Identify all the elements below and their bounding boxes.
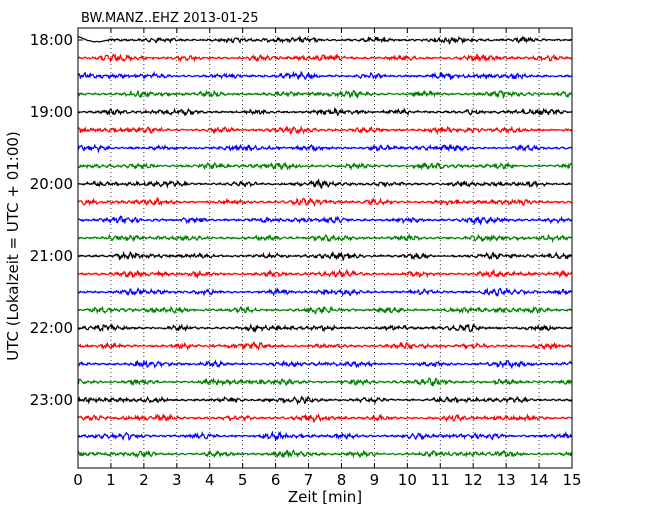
trace-row-15 bbox=[77, 305, 572, 316]
x-axis-label: Zeit [min] bbox=[287, 488, 363, 506]
trace-row-1 bbox=[77, 52, 573, 64]
x-tick-label-3: 3 bbox=[172, 471, 182, 489]
x-tick-label-14: 14 bbox=[530, 471, 549, 489]
trace-row-7 bbox=[77, 161, 573, 171]
trace-row-13 bbox=[77, 268, 572, 279]
trace-row-14 bbox=[77, 287, 573, 297]
y-tick-label-20:00: 20:00 bbox=[30, 175, 73, 193]
y-tick-label-21:00: 21:00 bbox=[30, 247, 73, 265]
trace-row-18 bbox=[77, 359, 573, 370]
x-tick-label-2: 2 bbox=[139, 471, 149, 489]
trace-row-12 bbox=[77, 250, 573, 262]
y-tick-label-23:00: 23:00 bbox=[30, 391, 73, 409]
chart-title: BW.MANZ..EHZ 2013-01-25 bbox=[81, 11, 259, 26]
trace-row-9 bbox=[77, 196, 572, 208]
x-tick-label-8: 8 bbox=[337, 471, 347, 489]
trace-row-17 bbox=[77, 340, 572, 351]
x-tick-label-6: 6 bbox=[271, 471, 281, 489]
trace-row-10 bbox=[77, 215, 573, 226]
trace-row-5 bbox=[77, 125, 573, 136]
trace-row-11 bbox=[77, 232, 572, 244]
trace-row-8 bbox=[77, 178, 572, 190]
trace-row-23 bbox=[77, 449, 573, 459]
x-tick-label-5: 5 bbox=[238, 471, 248, 489]
x-tick-label-13: 13 bbox=[497, 471, 516, 489]
x-tick-label-0: 0 bbox=[73, 471, 83, 489]
trace-row-22 bbox=[77, 430, 573, 442]
trace-row-20 bbox=[77, 395, 573, 406]
x-tick-label-7: 7 bbox=[304, 471, 314, 489]
trace-row-0 bbox=[77, 35, 573, 45]
y-tick-label-19:00: 19:00 bbox=[30, 103, 73, 121]
x-tick-label-9: 9 bbox=[370, 471, 380, 489]
trace-row-3 bbox=[77, 89, 572, 100]
y-tick-label-18:00: 18:00 bbox=[30, 31, 73, 49]
x-tick-label-4: 4 bbox=[205, 471, 215, 489]
x-tick-label-11: 11 bbox=[431, 471, 450, 489]
x-tick-label-12: 12 bbox=[464, 471, 483, 489]
trace-row-6 bbox=[77, 143, 573, 154]
y-tick-label-22:00: 22:00 bbox=[30, 319, 73, 337]
trace-row-21 bbox=[77, 412, 573, 423]
x-tick-label-1: 1 bbox=[106, 471, 116, 489]
trace-row-16 bbox=[77, 322, 572, 334]
trace-row-2 bbox=[77, 70, 573, 81]
trace-row-19 bbox=[77, 377, 573, 387]
plot-frame bbox=[77, 27, 573, 469]
y-axis-label: UTC (Lokalzeit = UTC + 01:00) bbox=[4, 131, 22, 361]
trace-row-4 bbox=[77, 107, 573, 117]
x-tick-label-10: 10 bbox=[398, 471, 417, 489]
x-tick-label-15: 15 bbox=[562, 471, 581, 489]
